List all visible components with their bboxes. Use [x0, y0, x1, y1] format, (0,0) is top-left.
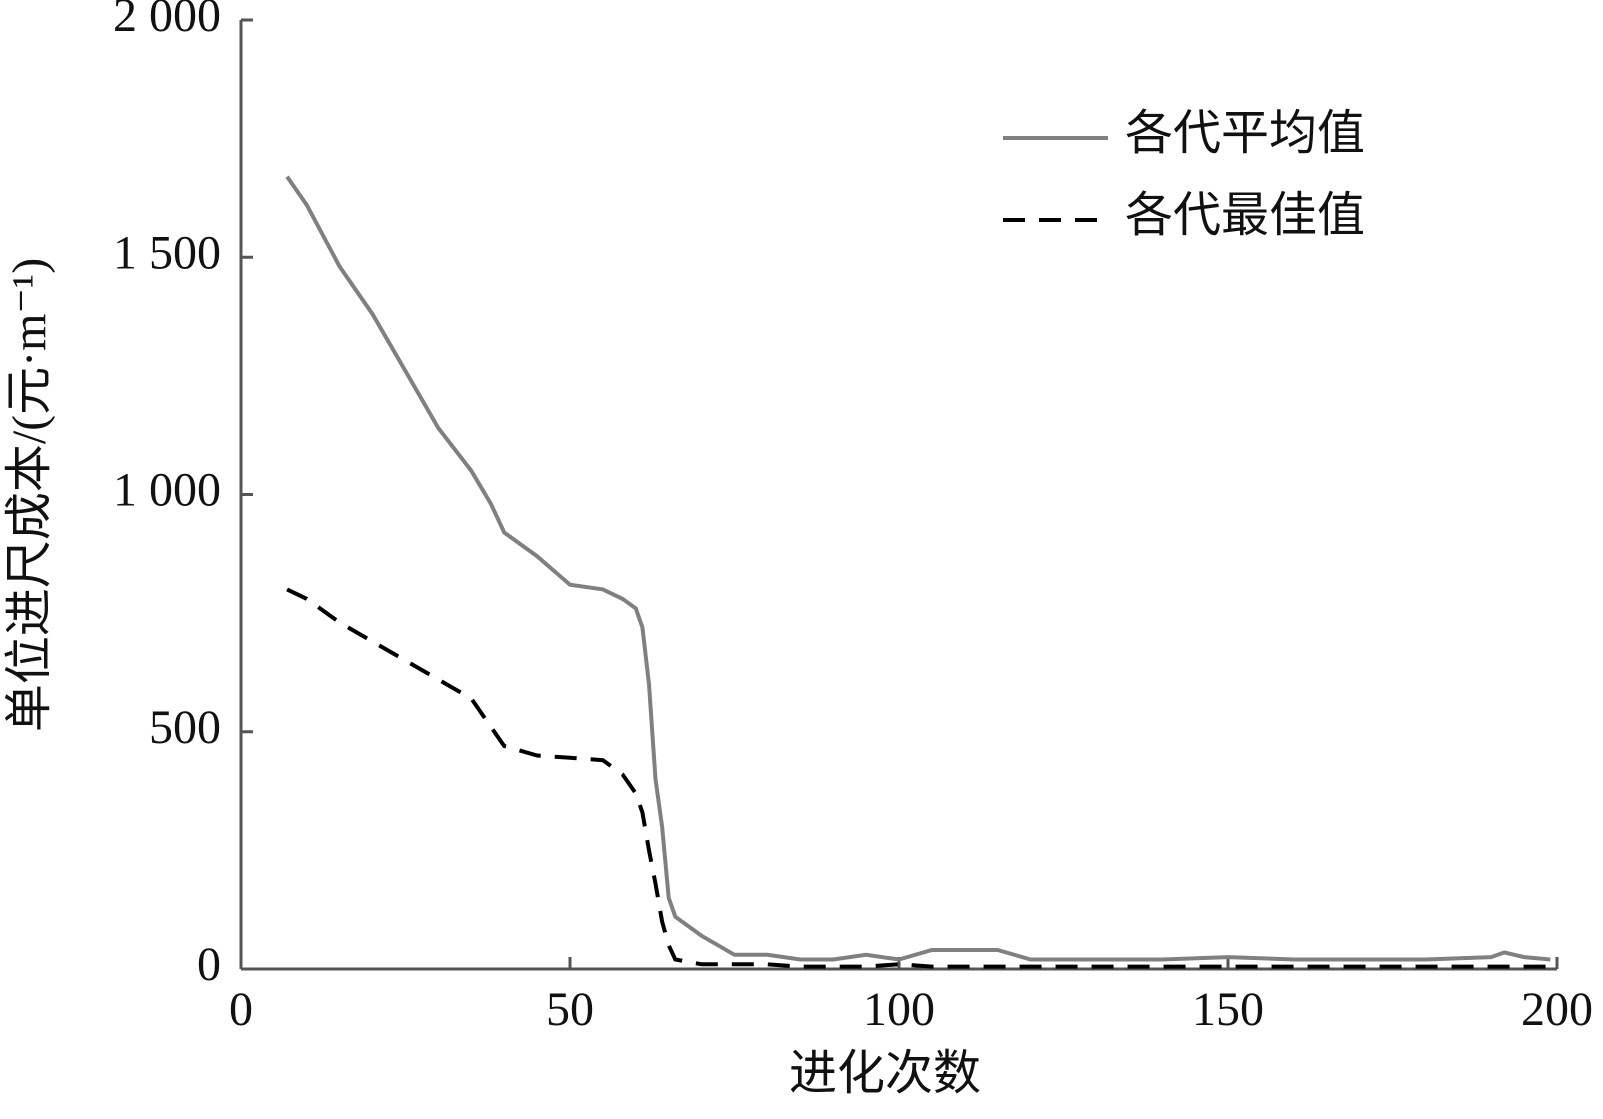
- x-tick-label: 150: [1192, 983, 1264, 1036]
- y-tick-label: 1 500: [113, 226, 221, 279]
- legend-label: 各代最佳值: [1125, 189, 1365, 242]
- y-tick-label: 500: [149, 701, 221, 754]
- y-tick-label: 1 000: [113, 464, 221, 517]
- x-tick-label: 0: [229, 983, 253, 1036]
- x-tick-label: 100: [863, 983, 935, 1036]
- x-tick-label: 200: [1521, 983, 1593, 1036]
- series-line: [286, 587, 1551, 969]
- y-tick-label: 0: [197, 938, 221, 991]
- legend-label: 各代平均值: [1125, 107, 1365, 160]
- x-tick-label: 50: [546, 983, 594, 1036]
- x-axis-label: 进化次数: [789, 1047, 981, 1100]
- y-tick-label: 2 000: [113, 0, 221, 42]
- series-line: [285, 175, 1551, 962]
- y-axis-label: 单位进尺成本/(元·m⁻¹): [3, 258, 56, 732]
